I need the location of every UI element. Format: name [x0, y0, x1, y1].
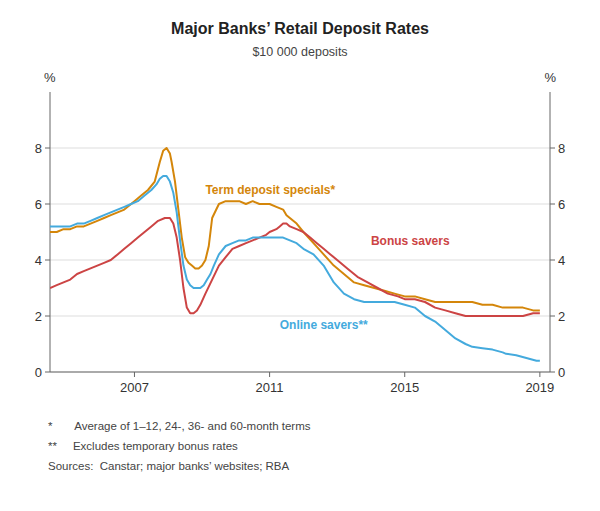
series-line [50, 218, 540, 316]
grid-line [50, 260, 550, 261]
y-tick-label: 2 [35, 309, 42, 324]
x-tick-label: 2007 [120, 380, 149, 395]
grid-line [50, 204, 550, 205]
y-tick [45, 148, 50, 149]
series-label: Bonus savers [371, 234, 450, 248]
y2-tick [550, 260, 555, 261]
series-label: Term deposit specials* [205, 183, 335, 197]
y-tick-label: 8 [35, 141, 42, 156]
y-tick-label: 0 [35, 365, 42, 380]
y2-tick-label: 8 [558, 141, 565, 156]
y2-tick-label: 6 [558, 197, 565, 212]
footnote: * Average of 1–12, 24-, 36- and 60-month… [48, 420, 311, 432]
y-tick [45, 204, 50, 205]
title: Major Banks’ Retail Deposit Rates [171, 20, 429, 37]
subtitle: $10 000 deposits [252, 45, 347, 59]
y-tick [45, 372, 50, 373]
y2-tick-label: 2 [558, 309, 565, 324]
y2-tick [550, 316, 555, 317]
x-tick-label: 2011 [256, 380, 284, 395]
x-tick [539, 372, 540, 377]
plot-area [50, 148, 540, 361]
grid-line [50, 372, 550, 373]
x-tick [134, 372, 135, 377]
axes: 0 2 4 6 8 0 2 4 6 8 2007 2011 2015 2019 [35, 92, 565, 395]
annotations: Term deposit specials* Bonus savers Online… [205, 183, 450, 331]
y2-axis-line [550, 92, 551, 372]
y-tick-label: 4 [35, 253, 42, 268]
footnote: ** Excludes temporary bonus rates [48, 440, 238, 452]
y2-tick [550, 372, 555, 373]
footnotes: * Average of 1–12, 24-, 36- and 60-month… [48, 420, 311, 472]
y2-tick-label: 0 [558, 365, 565, 380]
y2-tick [550, 148, 555, 149]
footnote: Sources: Canstar; major banks’ websites;… [48, 460, 289, 472]
y2-axis-label: % [544, 70, 556, 85]
x-tick-label: 2015 [390, 380, 419, 395]
y-tick [45, 316, 50, 317]
series-label: Online savers** [280, 318, 368, 332]
grid [50, 148, 550, 372]
y-tick [45, 260, 50, 261]
x-tick-label: 2019 [525, 380, 554, 395]
x-tick [269, 372, 270, 377]
y-tick-label: 6 [35, 197, 42, 212]
y2-tick [550, 204, 555, 205]
series-line [50, 176, 540, 361]
y-axis-label: % [44, 70, 56, 85]
grid-line [50, 148, 550, 149]
x-tick [404, 372, 405, 377]
y2-tick-label: 4 [558, 253, 565, 268]
x-axis-line [50, 372, 550, 373]
chart: Major Banks’ Retail Deposit Rates $10 000… [0, 0, 600, 511]
